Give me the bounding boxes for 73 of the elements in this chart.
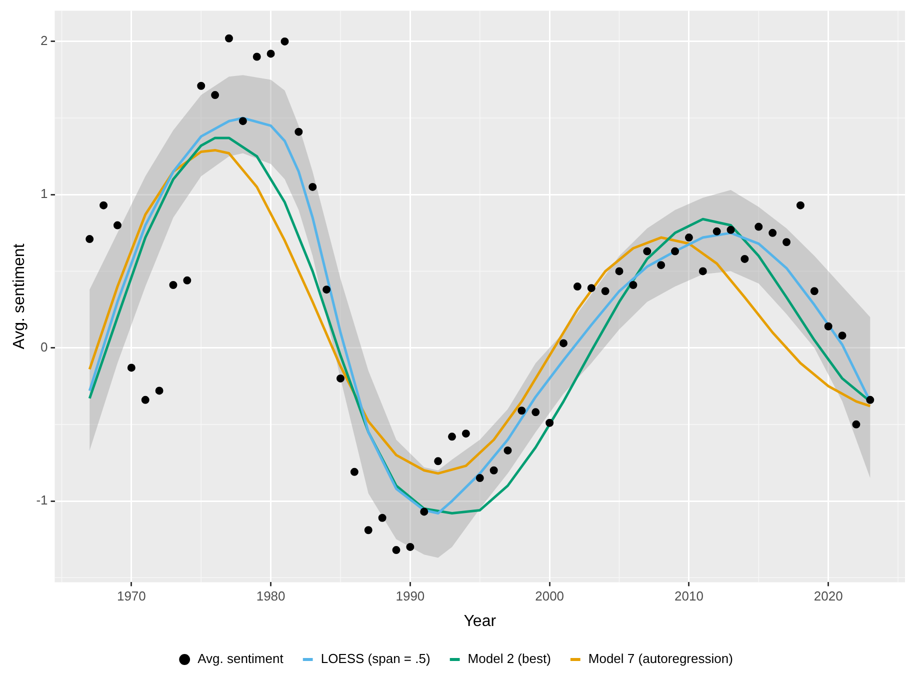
- point: [322, 286, 331, 294]
- point: [810, 287, 818, 296]
- legend-label: Avg. sentiment: [198, 651, 284, 666]
- point: [726, 226, 735, 234]
- point: [643, 247, 652, 256]
- point: [782, 238, 791, 246]
- point: [238, 117, 247, 126]
- point: [671, 247, 680, 256]
- point: [141, 396, 150, 404]
- x-tick-label: 2020: [814, 588, 843, 604]
- point: [712, 227, 721, 236]
- point: [100, 201, 108, 210]
- point: [224, 34, 233, 42]
- point: [657, 261, 666, 270]
- point: [560, 339, 568, 348]
- point: [169, 281, 178, 290]
- legend-label: Model 2 (best): [468, 651, 551, 666]
- point: [420, 508, 428, 516]
- point: [197, 82, 206, 90]
- point: [838, 332, 846, 340]
- point: [378, 514, 386, 522]
- point: [532, 408, 540, 416]
- point: [587, 284, 596, 292]
- point: [350, 468, 358, 476]
- point: [824, 322, 832, 330]
- point: [211, 91, 220, 100]
- point: [280, 37, 289, 46]
- point: [629, 281, 638, 290]
- point: [852, 420, 860, 428]
- y-axis-title: Avg. sentiment: [11, 243, 28, 350]
- point: [518, 406, 526, 415]
- point: [740, 254, 749, 263]
- point: [406, 542, 414, 551]
- y-tick-label: -1: [36, 492, 48, 508]
- point: [601, 287, 610, 296]
- point: [155, 386, 164, 395]
- x-tick-label: 1970: [116, 588, 146, 604]
- point: [183, 276, 192, 284]
- point: [392, 546, 400, 554]
- point: [127, 364, 136, 372]
- y-tick-label: 2: [40, 33, 48, 48]
- y-tick-label: 1: [40, 186, 48, 202]
- legend-label: LOESS (span = .5): [320, 651, 430, 666]
- point: [113, 221, 122, 230]
- point: [615, 267, 624, 276]
- x-tick-label: 1990: [396, 588, 425, 604]
- point: [504, 446, 512, 454]
- point: [266, 50, 275, 58]
- x-axis-title: Year: [464, 612, 497, 630]
- y-tick-label: 0: [40, 339, 48, 354]
- point: [294, 128, 303, 136]
- point: [336, 374, 344, 382]
- point: [573, 282, 582, 291]
- legend-label: Model 7 (autoregression): [588, 651, 733, 666]
- point: [86, 235, 94, 244]
- point: [364, 526, 372, 534]
- x-tick-label: 1980: [256, 588, 286, 604]
- point: [476, 474, 484, 482]
- point: [768, 228, 777, 237]
- point: [462, 430, 470, 438]
- point: [796, 201, 804, 210]
- point: [252, 52, 261, 61]
- point: [434, 457, 442, 466]
- x-tick-label: 2010: [674, 588, 704, 604]
- point: [684, 234, 693, 242]
- point: [754, 222, 763, 231]
- x-tick-label: 2000: [535, 588, 564, 604]
- point: [448, 432, 456, 441]
- point: [490, 466, 498, 474]
- point: [546, 418, 554, 427]
- point: [698, 267, 707, 276]
- point: [866, 396, 874, 404]
- point: [308, 182, 317, 191]
